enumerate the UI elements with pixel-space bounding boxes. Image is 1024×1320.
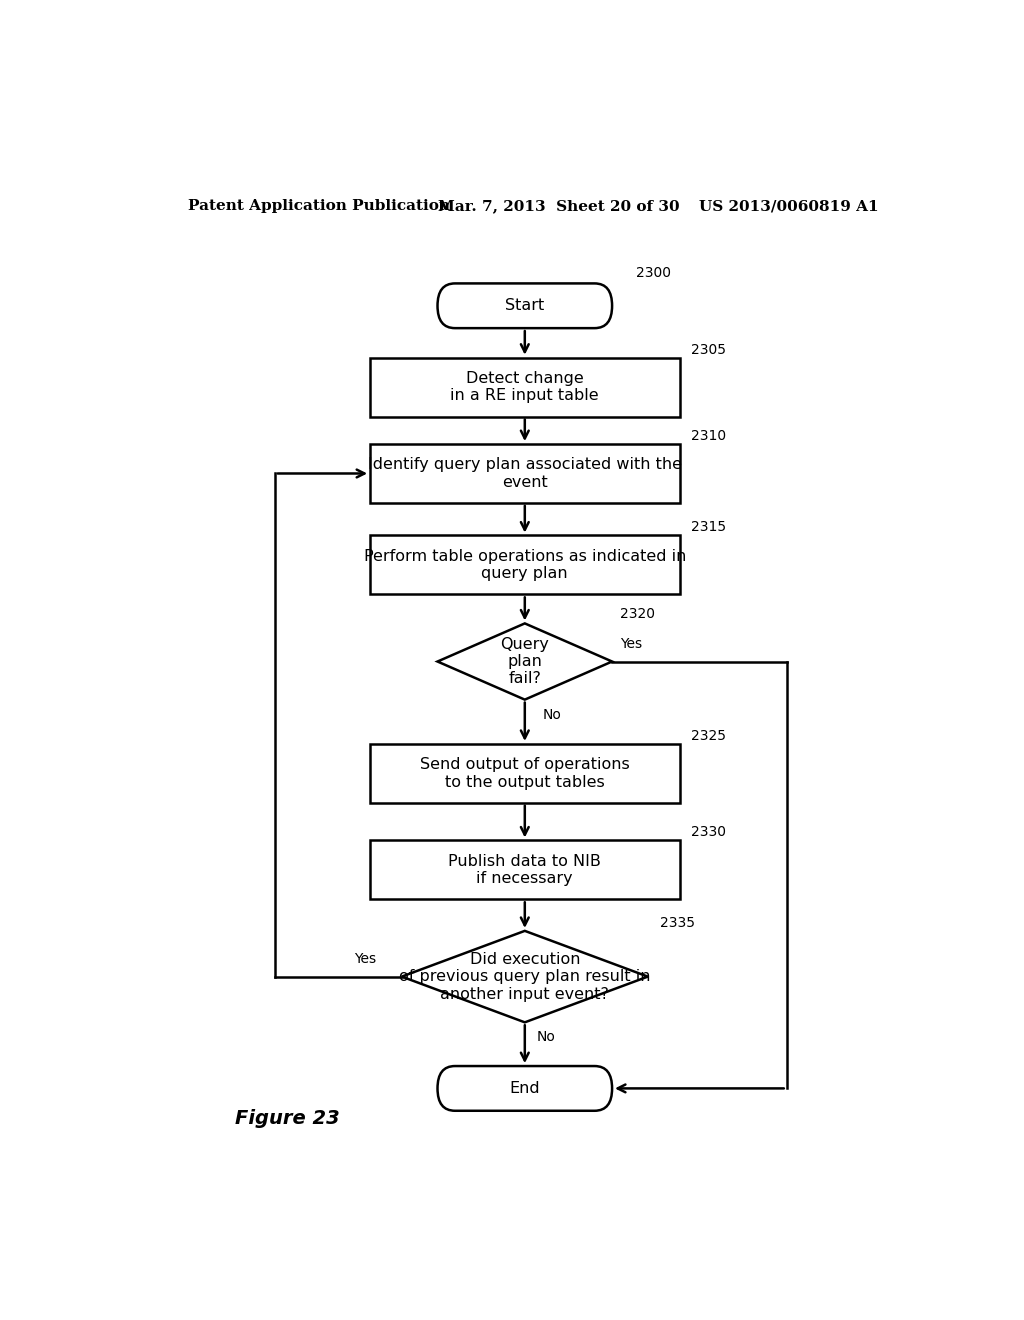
FancyBboxPatch shape — [437, 284, 612, 329]
Bar — [370, 358, 680, 417]
Text: Yes: Yes — [620, 638, 642, 651]
Text: Start: Start — [505, 298, 545, 313]
Text: End: End — [510, 1081, 540, 1096]
Text: Mar. 7, 2013  Sheet 20 of 30: Mar. 7, 2013 Sheet 20 of 30 — [437, 199, 679, 213]
Text: 2325: 2325 — [691, 729, 726, 743]
Text: 2315: 2315 — [691, 520, 727, 535]
Text: Identify query plan associated with the
event: Identify query plan associated with the … — [368, 457, 682, 490]
Text: No: No — [537, 1031, 556, 1044]
Bar — [370, 744, 680, 803]
Text: 2310: 2310 — [691, 429, 727, 444]
Text: 2320: 2320 — [620, 607, 655, 620]
Text: Patent Application Publication: Patent Application Publication — [187, 199, 450, 213]
Text: 2300: 2300 — [636, 267, 671, 280]
Text: 2305: 2305 — [691, 343, 726, 356]
Text: Detect change
in a RE input table: Detect change in a RE input table — [451, 371, 599, 404]
FancyBboxPatch shape — [437, 1067, 612, 1110]
Text: 2330: 2330 — [691, 825, 726, 840]
Text: Publish data to NIB
if necessary: Publish data to NIB if necessary — [449, 854, 601, 886]
Text: US 2013/0060819 A1: US 2013/0060819 A1 — [699, 199, 879, 213]
Bar — [370, 444, 680, 503]
Polygon shape — [437, 623, 612, 700]
Text: 2335: 2335 — [659, 916, 694, 929]
Text: Figure 23: Figure 23 — [236, 1109, 340, 1129]
Text: Perform table operations as indicated in
query plan: Perform table operations as indicated in… — [364, 549, 686, 581]
Text: No: No — [543, 708, 561, 722]
Text: Yes: Yes — [354, 953, 376, 966]
Bar — [370, 536, 680, 594]
Text: Query
plan
fail?: Query plan fail? — [501, 636, 549, 686]
Text: Send output of operations
to the output tables: Send output of operations to the output … — [420, 758, 630, 789]
Polygon shape — [401, 931, 648, 1022]
Bar — [370, 841, 680, 899]
Text: Did execution
of previous query plan result in
another input event?: Did execution of previous query plan res… — [399, 952, 650, 1002]
